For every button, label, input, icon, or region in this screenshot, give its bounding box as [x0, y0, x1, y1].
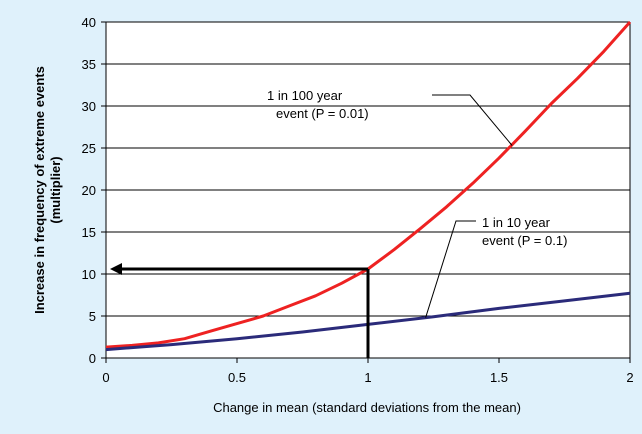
y-axis-title-line-2: (multiplier) [48, 156, 63, 223]
y-tick-label: 10 [82, 267, 96, 282]
y-tick-label: 20 [82, 183, 96, 198]
y-tick-label: 0 [89, 351, 96, 366]
annotation-leaders [425, 94, 513, 318]
annotation-1-in-100-line-2: event (P = 0.01) [276, 106, 369, 121]
x-tick-label: 0.5 [228, 370, 246, 385]
annotation-1-in-10: 1 in 10 year event (P = 0.1) [482, 215, 567, 248]
y-tick-label: 5 [89, 309, 96, 324]
y-tick-label: 35 [82, 57, 96, 72]
x-tick-labels: 0 0.5 1 1.5 2 [102, 370, 633, 385]
x-tick-label: 0 [102, 370, 109, 385]
x-tick-label: 1 [364, 370, 371, 385]
y-tick-label: 30 [82, 99, 96, 114]
y-tick-label: 15 [82, 225, 96, 240]
x-tick-label: 2 [626, 370, 633, 385]
y-tick-label: 40 [82, 15, 96, 30]
x-tick-label: 1.5 [490, 370, 508, 385]
annotation-1-in-10-line-2: event (P = 0.1) [482, 233, 567, 248]
annotation-1-in-100: 1 in 100 year event (P = 0.01) [267, 88, 369, 121]
leader-1-in-100 [432, 94, 513, 146]
y-tick-labels: 0 5 10 15 20 25 30 35 40 [82, 15, 96, 366]
highlight-layer [110, 262, 370, 358]
y-axis-title-line-1: Increase in frequency of extreme events [32, 66, 47, 314]
annotation-1-in-100-line-1: 1 in 100 year [267, 88, 343, 103]
annotation-1-in-10-line-1: 1 in 10 year [482, 215, 551, 230]
leader-1-in-10 [425, 220, 476, 318]
y-axis-title: Increase in frequency of extreme events … [32, 66, 63, 314]
x-axis-title: Change in mean (standard deviations from… [213, 400, 521, 415]
arrowhead-icon [110, 262, 122, 275]
y-tick-label: 25 [82, 141, 96, 156]
